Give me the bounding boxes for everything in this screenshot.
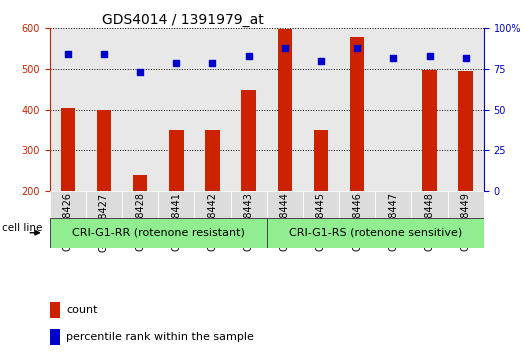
Bar	[231, 28, 267, 191]
Text: GSM498449: GSM498449	[461, 193, 471, 251]
Bar	[303, 28, 339, 191]
Bar	[50, 329, 60, 345]
Bar	[86, 28, 122, 191]
FancyBboxPatch shape	[375, 191, 412, 218]
Point	[172, 60, 180, 65]
Point	[317, 58, 325, 64]
Bar	[205, 130, 220, 191]
Point	[100, 52, 108, 57]
FancyBboxPatch shape	[339, 191, 375, 218]
Point	[353, 45, 361, 51]
FancyBboxPatch shape	[303, 191, 339, 218]
Bar	[242, 90, 256, 191]
Point	[208, 60, 217, 65]
Text: GSM498443: GSM498443	[244, 193, 254, 251]
Bar	[158, 28, 195, 191]
Bar	[195, 28, 231, 191]
Bar	[412, 28, 448, 191]
Bar	[122, 28, 158, 191]
FancyBboxPatch shape	[195, 191, 231, 218]
Text: CRI-G1-RS (rotenone sensitive): CRI-G1-RS (rotenone sensitive)	[289, 228, 462, 238]
FancyBboxPatch shape	[158, 191, 195, 218]
Point	[64, 52, 72, 57]
FancyBboxPatch shape	[122, 191, 158, 218]
Bar	[50, 302, 60, 318]
Text: GSM498448: GSM498448	[425, 193, 435, 251]
FancyBboxPatch shape	[50, 191, 86, 218]
Bar	[375, 28, 412, 191]
Bar	[350, 37, 365, 191]
Point	[461, 55, 470, 61]
Point	[136, 69, 144, 75]
Bar	[278, 29, 292, 191]
Bar	[61, 108, 75, 191]
Bar	[133, 175, 147, 191]
Text: GSM498447: GSM498447	[389, 193, 399, 251]
FancyBboxPatch shape	[86, 191, 122, 218]
Point	[425, 53, 434, 59]
FancyBboxPatch shape	[267, 218, 484, 248]
Bar	[97, 110, 111, 191]
Text: GSM498428: GSM498428	[135, 193, 145, 251]
Text: GSM498444: GSM498444	[280, 193, 290, 251]
FancyBboxPatch shape	[231, 191, 267, 218]
FancyBboxPatch shape	[267, 191, 303, 218]
Bar	[169, 130, 184, 191]
Text: GSM498442: GSM498442	[208, 193, 218, 251]
Bar	[422, 70, 437, 191]
Text: GDS4014 / 1391979_at: GDS4014 / 1391979_at	[102, 13, 264, 27]
FancyBboxPatch shape	[412, 191, 448, 218]
Bar	[50, 28, 86, 191]
FancyBboxPatch shape	[448, 191, 484, 218]
Point	[281, 45, 289, 51]
Text: count: count	[66, 305, 98, 315]
Text: cell line: cell line	[3, 223, 43, 233]
Bar	[459, 71, 473, 191]
Point	[244, 53, 253, 59]
FancyBboxPatch shape	[50, 218, 267, 248]
Bar	[339, 28, 375, 191]
Text: percentile rank within the sample: percentile rank within the sample	[66, 332, 254, 342]
Text: GSM498441: GSM498441	[172, 193, 181, 251]
Bar	[267, 28, 303, 191]
Text: CRI-G1-RR (rotenone resistant): CRI-G1-RR (rotenone resistant)	[72, 228, 245, 238]
Bar	[448, 28, 484, 191]
Bar	[314, 130, 328, 191]
Point	[389, 55, 397, 61]
Text: GSM498446: GSM498446	[352, 193, 362, 251]
Text: GSM498426: GSM498426	[63, 193, 73, 251]
Text: GSM498427: GSM498427	[99, 193, 109, 252]
Text: GSM498445: GSM498445	[316, 193, 326, 251]
